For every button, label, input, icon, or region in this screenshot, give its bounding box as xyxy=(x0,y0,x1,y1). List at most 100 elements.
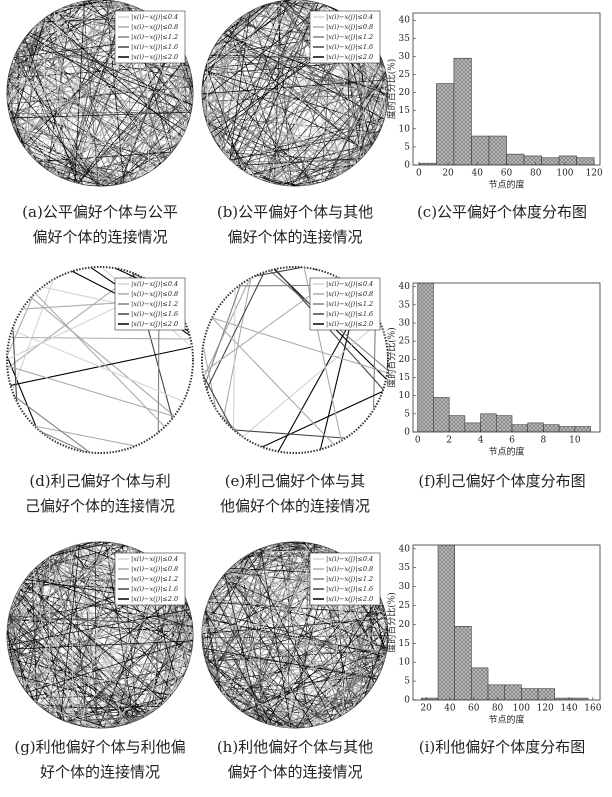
y-tick-label: 0 xyxy=(404,428,410,438)
bar-hatch xyxy=(577,158,595,165)
bar-hatch xyxy=(438,541,455,700)
x-tick-label: 60 xyxy=(501,169,513,179)
bar-hatch xyxy=(454,58,472,165)
caption: (b)公平偏好个体与其他 xyxy=(217,203,373,221)
bar-hatch xyxy=(433,397,449,432)
legend-label: |x(i)−x(j)|≤1.6 xyxy=(326,585,373,593)
bar-hatch xyxy=(471,668,488,700)
network: |x(i)−x(j)|≤0.4 |x(i)−x(j)|≤0.8 |x(i)−x(j)… xyxy=(202,0,388,186)
x-tick-label: 0 xyxy=(416,169,422,179)
legend-label: |x(i)−x(j)|≤1.2 xyxy=(131,33,178,41)
y-tick-label: 10 xyxy=(399,124,411,134)
x-axis-label: 节点的度 xyxy=(488,446,524,458)
y-tick-label: 15 xyxy=(399,106,411,116)
bar-hatch xyxy=(418,279,434,432)
x-tick-label: 100 xyxy=(513,704,530,714)
bar-hatch xyxy=(528,423,544,432)
bar-hatch xyxy=(496,416,512,432)
bars xyxy=(419,58,594,165)
edge xyxy=(10,337,191,339)
bar-hatch xyxy=(559,156,577,165)
legend-label: |x(i)−x(j)|≤1.6 xyxy=(326,310,373,318)
edge xyxy=(203,376,232,429)
bar-hatch xyxy=(436,84,454,165)
x-tick-label: 160 xyxy=(584,704,601,714)
x-tick-label: 20 xyxy=(420,704,432,714)
edge xyxy=(208,3,271,60)
bar-hatch xyxy=(542,158,560,165)
y-axis-label: 度的百分比(%) xyxy=(386,592,398,653)
caption: 偏好个体的连接情况 xyxy=(227,763,362,781)
legend-label: |x(i)−x(j)|≤1.2 xyxy=(326,33,373,41)
edge xyxy=(14,396,89,452)
bar-hatch xyxy=(538,689,555,700)
legend-label: |x(i)−x(j)|≤2.0 xyxy=(326,595,373,603)
bar-hatch xyxy=(455,626,472,700)
network: |x(i)−x(j)|≤0.4 |x(i)−x(j)|≤0.8 |x(i)−x(j)… xyxy=(202,267,388,453)
y-tick-label: 30 xyxy=(399,52,411,62)
x-tick-label: 120 xyxy=(537,704,554,714)
legend-label: |x(i)−x(j)|≤0.8 xyxy=(131,565,178,573)
network: |x(i)−x(j)|≤0.4|x(i)−x(j)|≤0.8|x(i)−x(j)… xyxy=(7,542,193,728)
y-tick-label: 15 xyxy=(399,639,411,649)
caption: (f)利己偏好个体度分布图 xyxy=(418,472,585,490)
x-axis-label: 节点的度 xyxy=(488,179,524,191)
caption: 他偏好个体的连接情况 xyxy=(220,497,370,515)
x-tick-label: 120 xyxy=(586,169,603,179)
caption: 偏好个体的连接情况 xyxy=(32,228,167,246)
x-tick-label: 140 xyxy=(560,704,577,714)
y-tick-label: 5 xyxy=(404,409,410,419)
y-tick-label: 30 xyxy=(399,318,411,328)
network: |x(i)−x(j)|≤0.4|x(i)−x(j)|≤0.8|x(i)−x(j)… xyxy=(202,542,388,728)
y-tick-label: 25 xyxy=(399,70,411,80)
legend-label: |x(i)−x(j)|≤0.4 xyxy=(326,555,373,563)
y-tick-label: 20 xyxy=(399,355,411,365)
y-tick-label: 5 xyxy=(404,677,410,687)
bar-hatch xyxy=(543,425,559,432)
y-tick-label: 40 xyxy=(399,282,411,292)
legend-label: |x(i)−x(j)|≤1.6 xyxy=(131,310,178,318)
legend-label: |x(i)−x(j)|≤2.0 xyxy=(326,320,373,328)
x-tick-label: 6 xyxy=(509,436,515,446)
y-tick-label: 10 xyxy=(399,391,411,401)
bar-hatch xyxy=(471,136,489,165)
legend-label: |x(i)−x(j)|≤2.0 xyxy=(131,53,178,61)
x-tick-label: 2 xyxy=(446,436,452,446)
x-axis-label: 节点的度 xyxy=(488,714,524,726)
caption: (h)利他偏好个体与其他 xyxy=(217,738,373,756)
bar-hatch xyxy=(505,685,522,700)
y-axis-label: 度的百分比(%) xyxy=(386,327,398,388)
legend-label: |x(i)−x(j)|≤0.4 xyxy=(326,280,373,288)
legend-label: |x(i)−x(j)|≤0.8 xyxy=(326,23,373,31)
edge xyxy=(205,285,240,384)
bar-hatch xyxy=(465,423,481,432)
legend-label: |x(i)−x(j)|≤1.2 xyxy=(131,300,178,308)
x-tick-label: 8 xyxy=(541,436,547,446)
caption: (g)利他偏好个体与利他偏 xyxy=(14,738,185,756)
bar-hatch xyxy=(507,154,525,165)
legend-label: |x(i)−x(j)|≤1.2 xyxy=(326,300,373,308)
edge xyxy=(243,321,380,436)
caption: (i)利他偏好个体度分布图 xyxy=(419,738,586,756)
bars xyxy=(418,279,591,432)
bar-hatch xyxy=(489,136,507,165)
x-tick-label: 100 xyxy=(556,169,573,179)
legend-label: |x(i)−x(j)|≤0.8 xyxy=(326,290,373,298)
network: |x(i)−x(j)|≤0.4|x(i)−x(j)|≤0.8|x(i)−x(j)… xyxy=(7,267,193,453)
y-tick-label: 35 xyxy=(399,34,411,44)
legend-label: |x(i)−x(j)|≤0.4 xyxy=(131,280,178,288)
edge xyxy=(262,391,382,447)
edge xyxy=(7,295,33,356)
legend-label: |x(i)−x(j)|≤0.8 xyxy=(131,23,178,31)
y-tick-label: 10 xyxy=(399,658,411,668)
y-tick-label: 0 xyxy=(404,696,410,706)
legend-label: |x(i)−x(j)|≤1.6 xyxy=(326,43,373,51)
bars xyxy=(421,541,588,700)
legend-label: |x(i)−x(j)|≤2.0 xyxy=(131,320,178,328)
x-tick-label: 80 xyxy=(530,169,542,179)
legend-label: |x(i)−x(j)|≤2.0 xyxy=(326,53,373,61)
x-tick-label: 10 xyxy=(569,436,581,446)
legend-label: |x(i)−x(j)|≤0.4 xyxy=(326,13,373,21)
legend-label: |x(i)−x(j)|≤1.2 xyxy=(131,575,178,583)
x-tick-label: 4 xyxy=(478,436,484,446)
